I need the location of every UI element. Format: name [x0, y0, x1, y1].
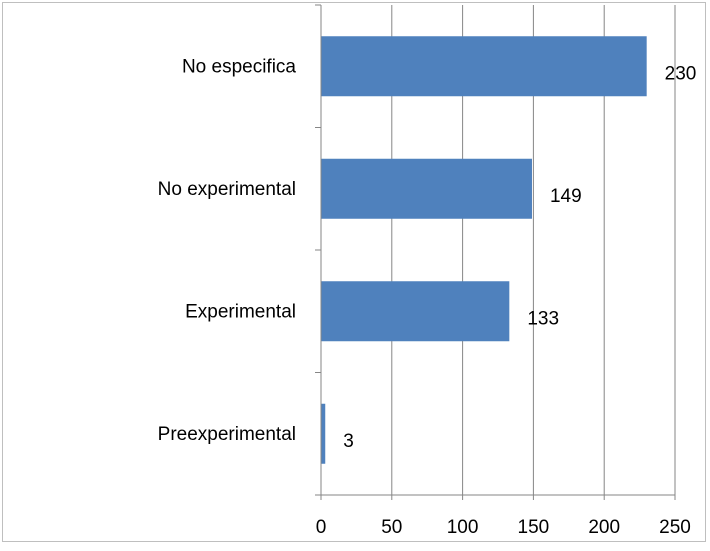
data-label: 149: [550, 186, 582, 207]
x-tick-label: 150: [518, 517, 550, 538]
labels: 0 50 100 150 200 250 No especifica 230 No experi…: [158, 56, 697, 538]
data-label: 230: [665, 63, 697, 84]
bar: [321, 403, 326, 464]
category-label: No experimental: [158, 179, 296, 200]
bar: [321, 158, 532, 219]
x-tick-label: 0: [316, 517, 327, 538]
bars: [321, 36, 647, 464]
category-label: No especifica: [182, 56, 296, 77]
category-label: Preexperimental: [158, 424, 296, 445]
x-tick-label: 200: [588, 517, 620, 538]
x-tick-label: 50: [381, 517, 402, 538]
data-label: 133: [527, 308, 559, 329]
bar: [321, 36, 647, 97]
category-label: Experimental: [185, 301, 296, 322]
x-tick-label: 250: [659, 517, 691, 538]
x-tick-label: 100: [447, 517, 479, 538]
bar: [321, 281, 510, 342]
axes: [315, 4, 676, 500]
data-label: 3: [343, 431, 354, 452]
